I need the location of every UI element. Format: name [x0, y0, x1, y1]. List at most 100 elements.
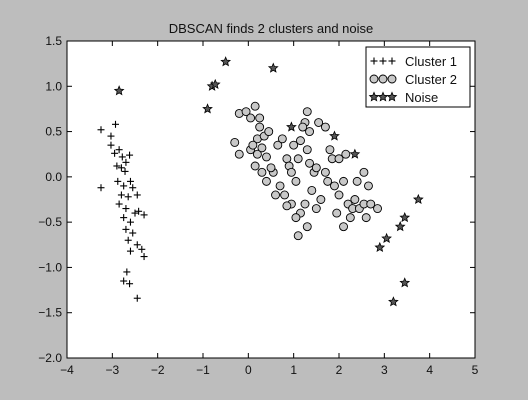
- x-tick-label: 4: [426, 363, 433, 377]
- point-series-1: [120, 182, 128, 190]
- x-tick-label: −4: [60, 363, 74, 377]
- legend: Cluster 1 Cluster 2 Noise: [365, 46, 471, 108]
- legend-marker-1: [370, 57, 378, 65]
- point-series-1: [107, 132, 115, 140]
- point-series-1: [135, 207, 143, 215]
- point-series-2: [255, 122, 265, 132]
- point-series-2: [291, 176, 301, 186]
- point-series-2: [334, 154, 344, 164]
- point-series-1: [138, 245, 146, 253]
- point-series-1: [124, 193, 132, 201]
- point-series-2: [305, 158, 314, 168]
- point-series-2: [330, 181, 339, 191]
- point-series-1: [129, 184, 137, 192]
- point-series-2: [280, 190, 290, 200]
- point-series-2: [234, 149, 244, 159]
- y-axis: 1.5 1.0 0.5 0.0 −0.5 −1.0 −1.5 −2.0: [38, 34, 475, 365]
- point-series-3: [399, 277, 411, 288]
- point-series-2: [320, 122, 330, 132]
- point-series-2: [300, 199, 310, 209]
- point-series-3: [381, 232, 392, 244]
- point-series-1: [126, 218, 134, 226]
- point-series-2: [302, 145, 312, 155]
- point-series-2: [359, 167, 369, 177]
- point-series-1: [140, 211, 148, 219]
- point-series-2: [341, 149, 351, 159]
- legend-marker-3: [386, 91, 398, 102]
- point-series-2: [350, 195, 360, 204]
- point-series-3: [399, 211, 411, 223]
- legend-marker-2: [378, 74, 388, 84]
- data-points: [97, 56, 424, 307]
- point-series-2: [246, 113, 256, 123]
- legend-marker-3: [377, 91, 389, 102]
- point-series-1: [133, 191, 141, 199]
- point-series-2: [262, 176, 271, 186]
- point-series-2: [316, 195, 326, 204]
- legend-marker-1: [388, 57, 396, 65]
- point-series-2: [298, 122, 308, 132]
- point-series-2: [250, 101, 260, 111]
- legend-marker-3: [368, 91, 380, 102]
- y-tick-label: 1.5: [45, 34, 62, 48]
- point-series-3: [349, 148, 361, 159]
- point-series-1: [131, 209, 139, 217]
- point-series-2: [289, 140, 299, 150]
- x-tick-label: 5: [472, 363, 479, 377]
- point-series-1: [113, 162, 121, 170]
- point-series-3: [286, 121, 297, 132]
- legend-label-2: Cluster 2: [405, 72, 457, 87]
- point-series-1: [133, 241, 141, 249]
- x-tick-label: −1: [196, 363, 210, 377]
- point-series-3: [113, 85, 125, 96]
- point-series-2: [339, 176, 348, 186]
- point-series-2: [314, 118, 324, 127]
- point-series-1: [126, 151, 134, 159]
- point-series-2: [275, 181, 285, 191]
- point-series-1: [126, 280, 134, 288]
- legend-label-3: Noise: [405, 90, 438, 105]
- point-series-1: [124, 236, 132, 244]
- point-series-2: [264, 127, 274, 137]
- point-series-2: [293, 154, 303, 164]
- point-series-1: [120, 214, 128, 222]
- point-series-1: [97, 184, 105, 192]
- point-series-1: [107, 141, 115, 149]
- point-series-2: [266, 163, 276, 173]
- y-tick-label: 0.5: [45, 125, 62, 139]
- point-series-1: [129, 229, 137, 237]
- point-series-3: [220, 56, 232, 67]
- point-series-1: [115, 200, 123, 208]
- point-series-2: [277, 134, 287, 144]
- point-series-1: [122, 158, 130, 166]
- point-series-3: [412, 193, 424, 205]
- point-series-1: [97, 126, 105, 134]
- point-series-1: [115, 146, 123, 154]
- point-series-1: [140, 253, 148, 261]
- point-series-2: [364, 181, 373, 191]
- x-tick-label: 3: [381, 363, 388, 377]
- point-series-2: [334, 190, 344, 200]
- point-series-2: [345, 213, 355, 223]
- y-tick-label: −1.5: [38, 306, 62, 320]
- point-series-2: [323, 176, 333, 186]
- point-series-2: [373, 204, 382, 214]
- point-series-2: [250, 161, 260, 171]
- point-series-3: [267, 62, 279, 73]
- point-series-3: [209, 78, 221, 90]
- point-series-3: [202, 103, 213, 114]
- point-series-1: [111, 149, 119, 157]
- legend-marker-2: [387, 74, 397, 84]
- x-tick-label: 1: [290, 363, 297, 377]
- point-series-1: [118, 153, 126, 161]
- point-series-3: [388, 296, 399, 307]
- point-series-1: [122, 205, 130, 213]
- y-tick-label: 0.0: [45, 170, 62, 184]
- point-series-2: [291, 213, 301, 223]
- point-series-3: [394, 221, 406, 232]
- point-series-2: [282, 154, 292, 164]
- point-series-2: [252, 149, 262, 159]
- point-series-2: [305, 127, 314, 137]
- point-series-2: [230, 137, 240, 147]
